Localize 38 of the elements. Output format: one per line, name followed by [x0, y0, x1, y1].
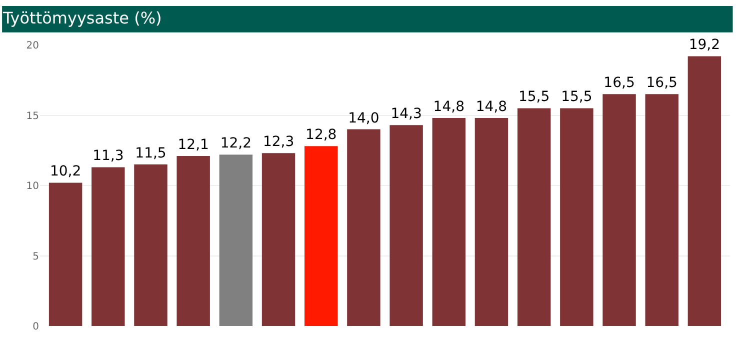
bar	[304, 146, 338, 326]
data-label: 14,0	[348, 110, 380, 126]
data-label: 11,5	[135, 145, 166, 162]
bar	[390, 125, 423, 326]
y-tick-label: 10	[26, 181, 39, 192]
y-tick-label: 0	[32, 322, 39, 332]
data-label: 19,2	[688, 37, 720, 54]
data-label: 15,5	[518, 89, 550, 106]
chart-title: Työttömyysaste (%)	[2, 8, 162, 28]
bar	[176, 156, 210, 326]
bar	[560, 108, 594, 326]
data-label: 16,5	[646, 75, 678, 92]
data-label: 14,3	[390, 106, 422, 122]
bar	[219, 154, 253, 326]
data-label: 14,8	[433, 99, 464, 116]
bar	[517, 108, 551, 326]
bar	[645, 94, 678, 326]
bar	[48, 182, 82, 326]
data-label: 12,8	[306, 127, 337, 144]
bar	[134, 164, 168, 326]
data-label: 12,2	[220, 136, 252, 152]
data-label: 11,3	[92, 148, 124, 164]
data-label: 12,1	[178, 137, 209, 153]
y-tick-label: 15	[26, 110, 39, 122]
bar	[688, 56, 722, 326]
bar	[92, 167, 125, 326]
data-label: 14,8	[476, 99, 508, 116]
data-label: 10,2	[50, 164, 82, 180]
data-label: 16,5	[604, 75, 635, 92]
y-tick-label: 5	[32, 251, 39, 262]
bar	[262, 153, 296, 326]
data-label: 15,5	[561, 89, 592, 106]
y-tick-label: 20	[26, 40, 39, 52]
bar	[474, 118, 508, 326]
bar	[432, 118, 466, 326]
data-label: 12,3	[262, 134, 294, 150]
bar	[602, 94, 636, 326]
bar	[347, 129, 380, 326]
